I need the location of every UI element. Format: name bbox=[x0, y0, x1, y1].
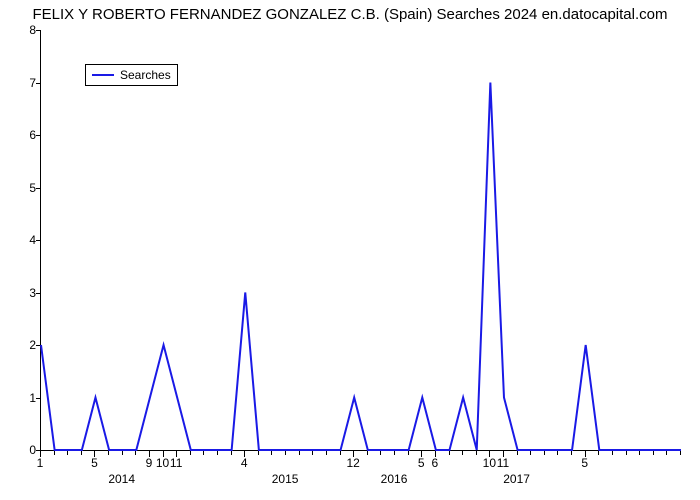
x-tick-minor bbox=[81, 451, 82, 455]
legend-label: Searches bbox=[120, 68, 171, 82]
x-tick-minor bbox=[54, 451, 55, 455]
y-tick-mark bbox=[36, 188, 40, 189]
y-tick-mark bbox=[36, 398, 40, 399]
x-tick-minor bbox=[203, 451, 204, 455]
x-tick-label: 11 bbox=[497, 456, 509, 470]
x-tick-label: 11 bbox=[170, 456, 182, 470]
x-tick-minor bbox=[122, 451, 123, 455]
x-tick-minor bbox=[67, 451, 68, 455]
y-tick-mark bbox=[36, 30, 40, 31]
x-year-label: 2017 bbox=[503, 472, 530, 486]
x-tick-minor bbox=[462, 451, 463, 455]
x-tick-minor bbox=[217, 451, 218, 455]
plot-area: Searches bbox=[40, 30, 681, 451]
x-tick-minor bbox=[653, 451, 654, 455]
x-tick-minor bbox=[340, 451, 341, 455]
x-tick-minor bbox=[666, 451, 667, 455]
y-tick-label: 2 bbox=[29, 338, 36, 352]
y-tick-mark bbox=[36, 293, 40, 294]
x-tick-label: 10 bbox=[156, 456, 169, 470]
x-tick-minor bbox=[408, 451, 409, 455]
x-tick-minor bbox=[571, 451, 572, 455]
x-tick-minor bbox=[108, 451, 109, 455]
x-tick-label: 5 bbox=[581, 456, 588, 470]
chart-title: FELIX Y ROBERTO FERNANDEZ GONZALEZ C.B. … bbox=[0, 6, 700, 23]
x-tick-label: 12 bbox=[347, 456, 360, 470]
x-tick-label: 4 bbox=[241, 456, 248, 470]
y-tick-label: 3 bbox=[29, 286, 36, 300]
x-tick-minor bbox=[326, 451, 327, 455]
x-tick-label: 10 bbox=[483, 456, 496, 470]
x-tick-minor bbox=[367, 451, 368, 455]
x-tick-minor bbox=[271, 451, 272, 455]
y-tick-label: 0 bbox=[29, 443, 36, 457]
x-tick-label: 1 bbox=[37, 456, 44, 470]
x-tick-minor bbox=[394, 451, 395, 455]
y-tick-label: 7 bbox=[29, 76, 36, 90]
y-tick-mark bbox=[36, 345, 40, 346]
y-tick-label: 5 bbox=[29, 181, 36, 195]
x-tick-minor bbox=[285, 451, 286, 455]
y-tick-mark bbox=[36, 83, 40, 84]
x-tick-minor bbox=[626, 451, 627, 455]
x-tick-minor bbox=[598, 451, 599, 455]
x-tick-label: 9 bbox=[146, 456, 153, 470]
y-tick-label: 6 bbox=[29, 128, 36, 142]
y-tick-label: 4 bbox=[29, 233, 36, 247]
x-tick-minor bbox=[530, 451, 531, 455]
y-tick-label: 8 bbox=[29, 23, 36, 37]
x-tick-minor bbox=[231, 451, 232, 455]
y-tick-mark bbox=[36, 240, 40, 241]
chart-container: FELIX Y ROBERTO FERNANDEZ GONZALEZ C.B. … bbox=[0, 0, 700, 500]
x-year-label: 2014 bbox=[108, 472, 135, 486]
x-tick-minor bbox=[312, 451, 313, 455]
x-tick-minor bbox=[639, 451, 640, 455]
x-year-label: 2015 bbox=[272, 472, 299, 486]
x-tick-minor bbox=[517, 451, 518, 455]
x-tick-minor bbox=[299, 451, 300, 455]
x-tick-minor bbox=[557, 451, 558, 455]
x-tick-label: 5 bbox=[91, 456, 98, 470]
x-tick-minor bbox=[135, 451, 136, 455]
x-tick-minor bbox=[612, 451, 613, 455]
x-tick-label: 6 bbox=[432, 456, 439, 470]
legend-swatch bbox=[92, 74, 114, 76]
x-tick-minor bbox=[449, 451, 450, 455]
x-tick-minor bbox=[544, 451, 545, 455]
x-year-label: 2016 bbox=[381, 472, 408, 486]
x-tick-minor bbox=[680, 451, 681, 455]
x-tick-minor bbox=[380, 451, 381, 455]
x-tick-minor bbox=[476, 451, 477, 455]
series-line bbox=[41, 30, 681, 450]
x-tick-label: 5 bbox=[418, 456, 425, 470]
legend: Searches bbox=[85, 64, 178, 86]
x-tick-minor bbox=[258, 451, 259, 455]
y-tick-mark bbox=[36, 135, 40, 136]
y-tick-label: 1 bbox=[29, 391, 36, 405]
x-tick-minor bbox=[190, 451, 191, 455]
